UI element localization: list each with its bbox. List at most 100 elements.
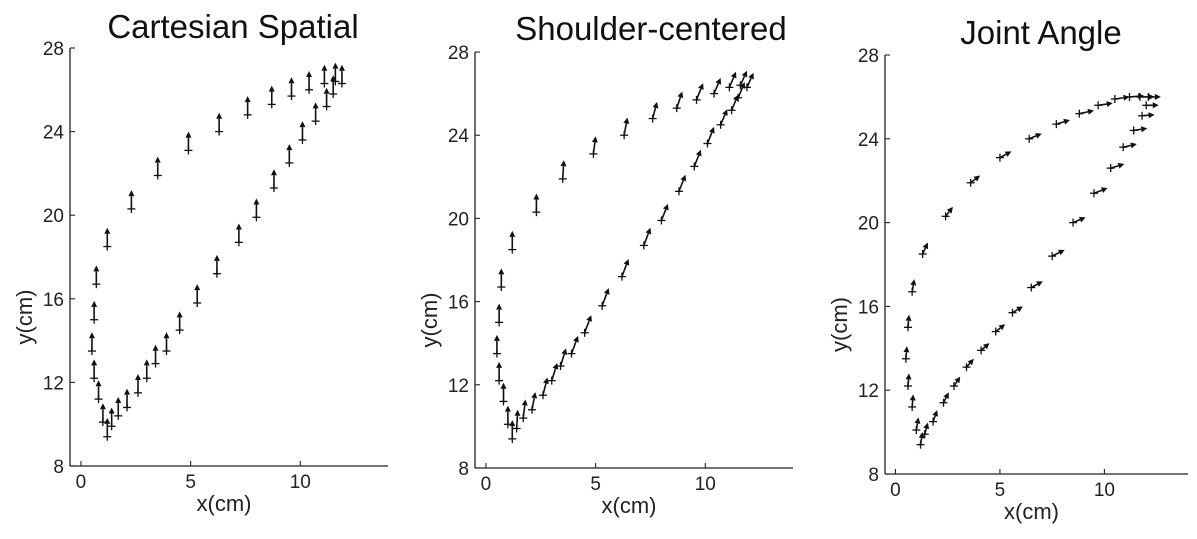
arrow-head [715,78,722,85]
data-point [903,373,912,391]
y-tick-label: 28 [448,43,469,64]
arrow-shaft [1098,103,1107,107]
data-point [94,380,103,404]
data-point [1129,126,1148,135]
arrow-shaft [746,77,752,88]
arrow-head [104,227,111,234]
x-tick-label: 5 [590,474,601,495]
arrow-shaft [907,379,910,387]
arrow-head [1154,93,1161,100]
arrow-head [905,373,912,380]
data-point [620,117,630,140]
arrow-head [321,64,328,71]
data-point [243,96,252,119]
data-point [512,409,521,433]
arrow-shaft [706,132,713,144]
arrow-head [128,190,135,197]
arrow-shaft [942,397,947,404]
data-point [337,64,346,88]
arrow-shaft [623,123,628,136]
arrow-shaft [559,353,566,367]
data-point [1075,108,1094,118]
arrow-head [1063,118,1070,125]
x-tick-label: 0 [890,480,901,501]
chart-title: Shoulder-centered [515,10,787,47]
arrow-head [154,156,161,163]
arrow-head [323,87,330,94]
arrow-shaft [651,107,657,119]
arrow-head [500,382,507,389]
data-point [495,303,504,327]
arrow-head [95,380,102,387]
arrow-head [973,175,981,182]
arrow-head [923,422,930,430]
data-point [269,169,278,193]
arrow-head [176,311,183,318]
data-point [508,420,517,443]
data-point [995,151,1012,162]
arrow-shaft [953,381,958,387]
arrow-head [216,112,223,119]
data-point [918,242,929,259]
arrow-shaft [676,96,682,109]
y-axis-label: y(cm) [417,293,442,348]
chart-panel-1: Cartesian Spatial 8 12 16 20 24 28 0 5 10 x(cm) y(c… [12,8,388,516]
x-tick-label: 0 [76,472,87,493]
arrow-head [194,284,201,291]
arrow-shaft [932,415,936,422]
data-point [162,332,171,356]
data-point [920,422,930,439]
arrow-head [1004,151,1012,157]
y-tick-label: 20 [43,206,64,227]
data-point [90,300,99,324]
arrow-head [739,82,746,89]
arrow-head [680,174,687,182]
arrow-head [1140,126,1148,133]
y-tick-label: 12 [43,373,64,394]
data-point [710,78,722,98]
data-point [1142,101,1159,110]
arrow-head [99,403,106,410]
data-point [495,361,504,385]
data-point [703,126,715,148]
arrow-shaft [1056,120,1065,125]
arrow-head [1106,101,1113,108]
data-point [725,71,737,92]
arrow-head [509,230,516,237]
arrow-head [306,70,313,77]
arrow-shaft [660,209,667,221]
arrow-head [270,169,277,176]
data-point [690,149,702,171]
data-point [123,388,132,412]
arrow-head [288,77,295,84]
arrow-head [91,300,98,307]
data-point [103,417,112,441]
arrow-shaft [944,211,950,217]
arrow-head [531,392,538,399]
arrow-head [922,242,929,250]
data-point [962,358,974,372]
arrow-head [698,83,704,90]
arrow-shaft [1079,110,1089,115]
y-tick-label: 20 [858,214,879,235]
data-point [991,324,1006,336]
arrow-head [603,288,610,295]
chart-panel-3: Joint Angle 8 12 16 20 24 28 0 5 10 x(cm) y(cm) [827,14,1188,524]
data-point [1052,118,1070,129]
data-point [215,112,224,136]
arrow-head [623,258,630,266]
arrow-shaft [621,264,628,277]
arrow-shaft [730,99,737,111]
arrow-head [967,358,974,366]
data-point [1138,111,1155,120]
y-tick-label: 24 [43,123,65,144]
arrow-head [1152,102,1159,109]
arrow-head [645,227,652,235]
data-point [133,374,142,397]
data-point [1144,92,1161,101]
chart-title: Cartesian Spatial [107,8,358,45]
arrow-head [1058,249,1065,256]
arrow-head [730,71,737,79]
arrow-head [496,361,503,368]
arrow-shaft [531,397,535,410]
